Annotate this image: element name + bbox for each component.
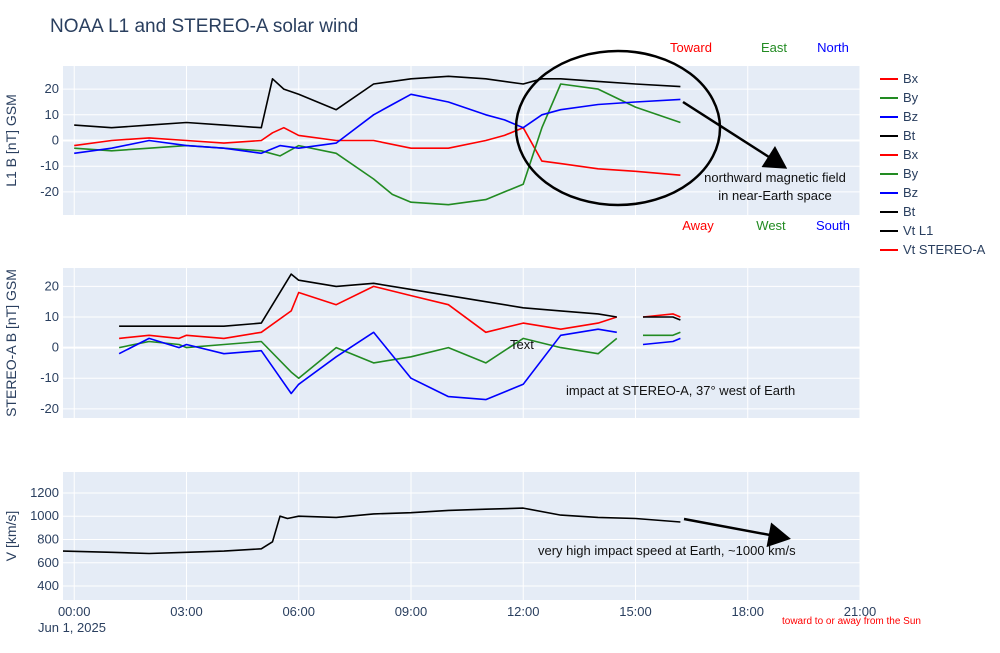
y-tick-label: -20 xyxy=(40,401,59,416)
legend-label: By xyxy=(903,166,919,181)
y-tick-label: 400 xyxy=(37,578,59,593)
legend-label: Bx xyxy=(903,71,919,86)
x-tick-label: 03:00 xyxy=(170,604,203,619)
y-tick-label: 20 xyxy=(45,278,59,293)
arrow-speed xyxy=(683,517,791,548)
legend-item[interactable]: By xyxy=(880,90,919,105)
annotation-stereo-impact: impact at STEREO-A, 37° west of Earth xyxy=(566,383,795,398)
x-tick-label: 06:00 xyxy=(282,604,315,619)
x-tick-label: 12:00 xyxy=(507,604,540,619)
series-line-bz xyxy=(74,93,681,155)
y-tick-label: 10 xyxy=(45,107,59,122)
series-line-bt xyxy=(119,273,617,328)
x-tick-label: 21:00 xyxy=(844,604,877,619)
plot-background xyxy=(63,472,860,600)
x-tick-label: 18:00 xyxy=(731,604,764,619)
series-line-bz xyxy=(642,337,681,346)
legend-label: Bt xyxy=(903,128,916,143)
direction-label-top: Toward xyxy=(670,40,712,55)
y-axis-title: V [km/s] xyxy=(3,511,19,562)
legend-label: Vt L1 xyxy=(903,223,933,238)
y-axis-title: L1 B [nT] GSM xyxy=(3,94,19,187)
y-tick-label: 20 xyxy=(45,81,59,96)
direction-label-top: North xyxy=(817,40,849,55)
legend-item[interactable]: Bx xyxy=(880,71,919,86)
y-tick-label: 1000 xyxy=(30,508,59,523)
footnote-text: toward to or away from the Sun xyxy=(782,616,921,627)
series-line-bt xyxy=(74,75,681,129)
chart-legend[interactable]: Bx By Bz Bt Bx By Bz Bt Vt L1 Vt STEREO-A xyxy=(880,71,986,257)
series-line-by xyxy=(643,331,681,337)
y-tick-label: 1200 xyxy=(30,485,59,500)
legend-label: Vt STEREO-A xyxy=(903,242,986,257)
annotation-northward-line2: in near-Earth space xyxy=(718,188,831,203)
arrow-northward xyxy=(682,100,788,169)
direction-label-bottom: Away xyxy=(682,218,714,233)
series-line-bx xyxy=(642,313,681,318)
series-line-by xyxy=(118,337,618,380)
y-tick-label: -10 xyxy=(40,158,59,173)
y-tick-label: 0 xyxy=(52,340,59,355)
annotation-speed: very high impact speed at Earth, ~1000 k… xyxy=(538,543,796,558)
highlight-ellipse xyxy=(514,49,722,207)
legend-label: Bt xyxy=(903,204,916,219)
y-tick-label: -20 xyxy=(40,184,59,199)
chart-panels: -20 -10 0 10 20 L1 B [nT] GSM -20 -10 0 10 20 STERE… xyxy=(3,66,876,619)
legend-item[interactable]: Vt STEREO-A xyxy=(880,242,986,257)
y-axis-title: STEREO-A B [nT] GSM xyxy=(3,269,19,417)
x-tick-label: 00:00 xyxy=(58,604,91,619)
legend-item[interactable]: Vt L1 xyxy=(880,223,933,238)
plot-background xyxy=(63,268,860,418)
legend-label: Bx xyxy=(903,147,919,162)
legend-item[interactable]: Bt xyxy=(880,128,916,143)
chart-title: NOAA L1 and STEREO-A solar wind xyxy=(50,16,358,37)
panel-1: -20 -10 0 10 20 L1 B [nT] GSM xyxy=(3,66,861,215)
series-line-bt xyxy=(643,316,681,321)
legend-label: By xyxy=(903,90,919,105)
date-label: Jun 1, 2025 xyxy=(38,620,106,635)
panel-2: -20 -10 0 10 20 STEREO-A B [nT] GSM xyxy=(3,268,861,418)
series-line-bx xyxy=(119,285,618,340)
legend-label: Bz xyxy=(903,109,918,124)
y-tick-label: 0 xyxy=(52,133,59,148)
direction-label-bottom: South xyxy=(816,218,850,233)
x-tick-label: 15:00 xyxy=(619,604,652,619)
y-tick-label: -10 xyxy=(40,370,59,385)
legend-label: Bz xyxy=(903,185,918,200)
legend-item[interactable]: Bz xyxy=(880,109,918,124)
direction-label-bottom: West xyxy=(756,218,786,233)
y-tick-label: 10 xyxy=(45,309,59,324)
legend-item[interactable]: Bz xyxy=(880,185,918,200)
legend-item[interactable]: Bt xyxy=(880,204,916,219)
annotation-stray-text: Text xyxy=(510,337,534,352)
y-tick-label: 800 xyxy=(37,531,59,546)
series-line-bz xyxy=(118,328,617,401)
legend-item[interactable]: Bx xyxy=(880,147,919,162)
direction-label-top: East xyxy=(761,40,787,55)
series-line-vt-l1 xyxy=(62,507,681,555)
series-line-bx xyxy=(74,126,681,176)
x-tick-label: 09:00 xyxy=(395,604,428,619)
chart-annotations: Toward East North Away West South northward ma… xyxy=(510,40,850,558)
legend-item[interactable]: By xyxy=(880,166,919,181)
y-tick-label: 600 xyxy=(37,555,59,570)
annotation-northward-line1: northward magnetic field xyxy=(704,170,846,185)
panel-3: 400 600 800 1000 1200 V [km/s] xyxy=(3,472,861,600)
